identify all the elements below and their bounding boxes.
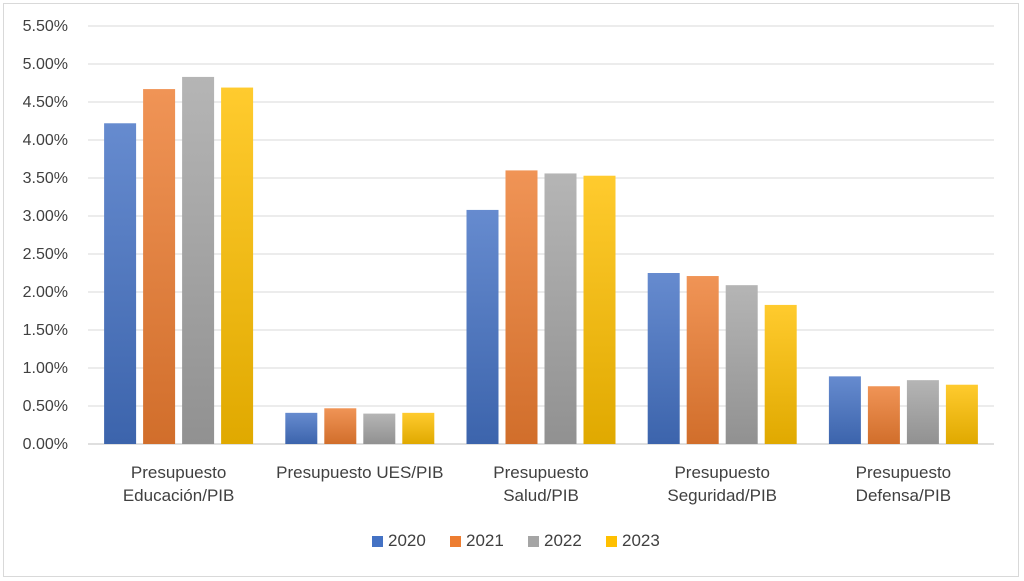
y-tick-label: 4.00%: [23, 132, 68, 149]
y-tick-label: 0.00%: [23, 436, 68, 453]
y-tick-label: 3.00%: [23, 208, 68, 225]
bar-2023: [764, 304, 797, 444]
bar-2021: [867, 386, 900, 444]
y-tick-label: 5.00%: [23, 56, 68, 73]
bar-2020: [828, 376, 861, 444]
legend-label: 2020: [388, 531, 426, 550]
y-tick-label: 1.00%: [23, 360, 68, 377]
y-tick-label: 0.50%: [23, 398, 68, 415]
bar-2021: [686, 276, 719, 444]
bar-2023: [402, 412, 435, 444]
bar-2023: [583, 175, 616, 444]
x-tick-label: Presupuesto Educación/PIB: [123, 463, 235, 505]
bar-2021: [143, 89, 176, 444]
legend-swatch-2023: [606, 536, 617, 547]
bar-2020: [285, 412, 318, 444]
bar-2022: [363, 413, 396, 444]
y-tick-label: 3.50%: [23, 170, 68, 187]
bar-2021: [324, 408, 357, 444]
bar-2020: [466, 209, 499, 444]
bar-2022: [906, 380, 939, 444]
bar-2022: [182, 76, 215, 445]
bar-2020: [104, 123, 137, 444]
legend-label: 2021: [466, 531, 504, 550]
bar-2021: [505, 170, 538, 444]
legend-label: 2023: [622, 531, 660, 550]
legend-swatch-2021: [450, 536, 461, 547]
x-tick-label: Presupuesto UES/PIB: [276, 463, 443, 482]
bar-2023: [945, 384, 978, 444]
legend-swatch-2020: [372, 536, 383, 547]
y-tick-label: 2.00%: [23, 284, 68, 301]
bar-2022: [725, 285, 758, 444]
legend-swatch-2022: [528, 536, 539, 547]
bar-2020: [647, 273, 680, 444]
x-tick-label: Presupuesto Defensa/PIB: [856, 463, 951, 505]
bar-2022: [544, 173, 577, 444]
y-tick-label: 1.50%: [23, 322, 68, 339]
y-tick-label: 4.50%: [23, 94, 68, 111]
y-tick-label: 5.50%: [23, 18, 68, 35]
y-tick-label: 2.50%: [23, 246, 68, 263]
x-tick-label: Presupuesto Seguridad/PIB: [667, 463, 777, 505]
bar-2023: [221, 87, 254, 444]
legend-label: 2022: [544, 531, 582, 550]
x-tick-label: Presupuesto Salud/PIB: [493, 463, 588, 505]
